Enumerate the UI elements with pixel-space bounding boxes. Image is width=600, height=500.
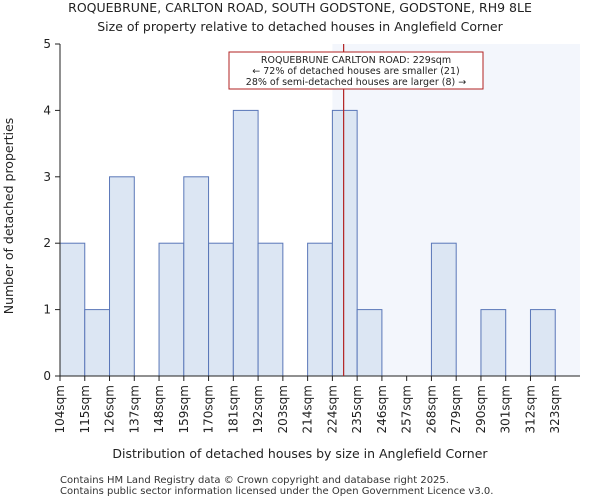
bar-214sqm bbox=[307, 242, 333, 377]
chart-subtitle: Size of property relative to detached ho… bbox=[97, 19, 503, 34]
bar-170sqm bbox=[208, 242, 234, 377]
bar-148sqm bbox=[158, 242, 185, 377]
x-axis-title: Distribution of detached houses by size … bbox=[112, 446, 488, 461]
y-tick-label: 5 bbox=[43, 37, 51, 51]
y-tick-label: 0 bbox=[43, 369, 51, 383]
x-tick-label-268sqm: 268sqm bbox=[424, 385, 438, 433]
y-axis-title: Number of detached properties bbox=[1, 118, 16, 315]
y-axis: 0 1 2 3 4 5 bbox=[43, 37, 61, 383]
x-tick-label-257sqm: 257sqm bbox=[400, 385, 414, 433]
bar-290sqm bbox=[480, 309, 507, 377]
bar-235sqm bbox=[356, 309, 383, 377]
x-tick-label-181sqm: 181sqm bbox=[226, 385, 240, 433]
bar-115sqm bbox=[84, 309, 111, 377]
x-tick-label-224sqm: 224sqm bbox=[325, 385, 339, 433]
bar-159sqm bbox=[183, 176, 210, 377]
annotation-line-3: 28% of semi-detached houses are larger (… bbox=[246, 77, 466, 88]
bar-181sqm bbox=[232, 109, 259, 377]
x-tick-label-170sqm: 170sqm bbox=[202, 385, 216, 433]
bar-126sqm bbox=[109, 176, 135, 377]
bar-268sqm bbox=[430, 242, 457, 377]
chart-title: ROQUEBRUNE, CARLTON ROAD, SOUTH GODSTONE… bbox=[68, 0, 532, 15]
bar-192sqm bbox=[257, 242, 284, 377]
annotation-box bbox=[228, 51, 484, 90]
x-tick-label-203sqm: 203sqm bbox=[276, 385, 290, 433]
x-tick-label-323sqm: 323sqm bbox=[548, 385, 562, 433]
x-tick-label-290sqm: 290sqm bbox=[474, 385, 488, 433]
bar-224sqm bbox=[331, 109, 358, 377]
bar-104sqm bbox=[59, 242, 86, 377]
annotation-line-2: ← 72% of detached houses are smaller (21… bbox=[252, 66, 459, 77]
x-tick-label-115sqm: 115sqm bbox=[78, 385, 92, 433]
x-tick-label-126sqm: 126sqm bbox=[103, 385, 117, 433]
footer-line-2: Contains public sector information licen… bbox=[60, 486, 493, 497]
bars bbox=[59, 109, 556, 377]
x-tick-label-148sqm: 148sqm bbox=[152, 385, 166, 433]
x-tick-label-312sqm: 312sqm bbox=[523, 385, 537, 433]
y-tick-label: 4 bbox=[43, 103, 51, 117]
x-axis: 104sqm 115sqm 126sqm 137sqm 148sqm 159sqm 170s… bbox=[53, 375, 580, 433]
x-tick-label-137sqm: 137sqm bbox=[127, 385, 141, 433]
x-tick-label-214sqm: 214sqm bbox=[301, 385, 315, 433]
x-tick-label-235sqm: 235sqm bbox=[350, 385, 364, 433]
bar-312sqm bbox=[529, 309, 556, 377]
y-tick-label: 2 bbox=[43, 236, 51, 250]
y-tick-label: 3 bbox=[43, 170, 51, 184]
y-tick-label: 1 bbox=[43, 303, 51, 317]
x-tick-label-279sqm: 279sqm bbox=[449, 385, 463, 433]
x-tick-label-192sqm: 192sqm bbox=[251, 385, 265, 433]
annotation-line-1: ROQUEBRUNE CARLTON ROAD: 229sqm bbox=[261, 55, 451, 66]
x-tick-label-301sqm: 301sqm bbox=[499, 385, 513, 433]
x-tick-label-104sqm: 104sqm bbox=[53, 385, 67, 433]
footer-line-1: Contains HM Land Registry data © Crown c… bbox=[60, 475, 449, 486]
x-tick-label-246sqm: 246sqm bbox=[375, 385, 389, 433]
x-tick-label-159sqm: 159sqm bbox=[177, 385, 191, 433]
annotation: ROQUEBRUNE CARLTON ROAD: 229sqm ← 72% of… bbox=[228, 51, 484, 90]
